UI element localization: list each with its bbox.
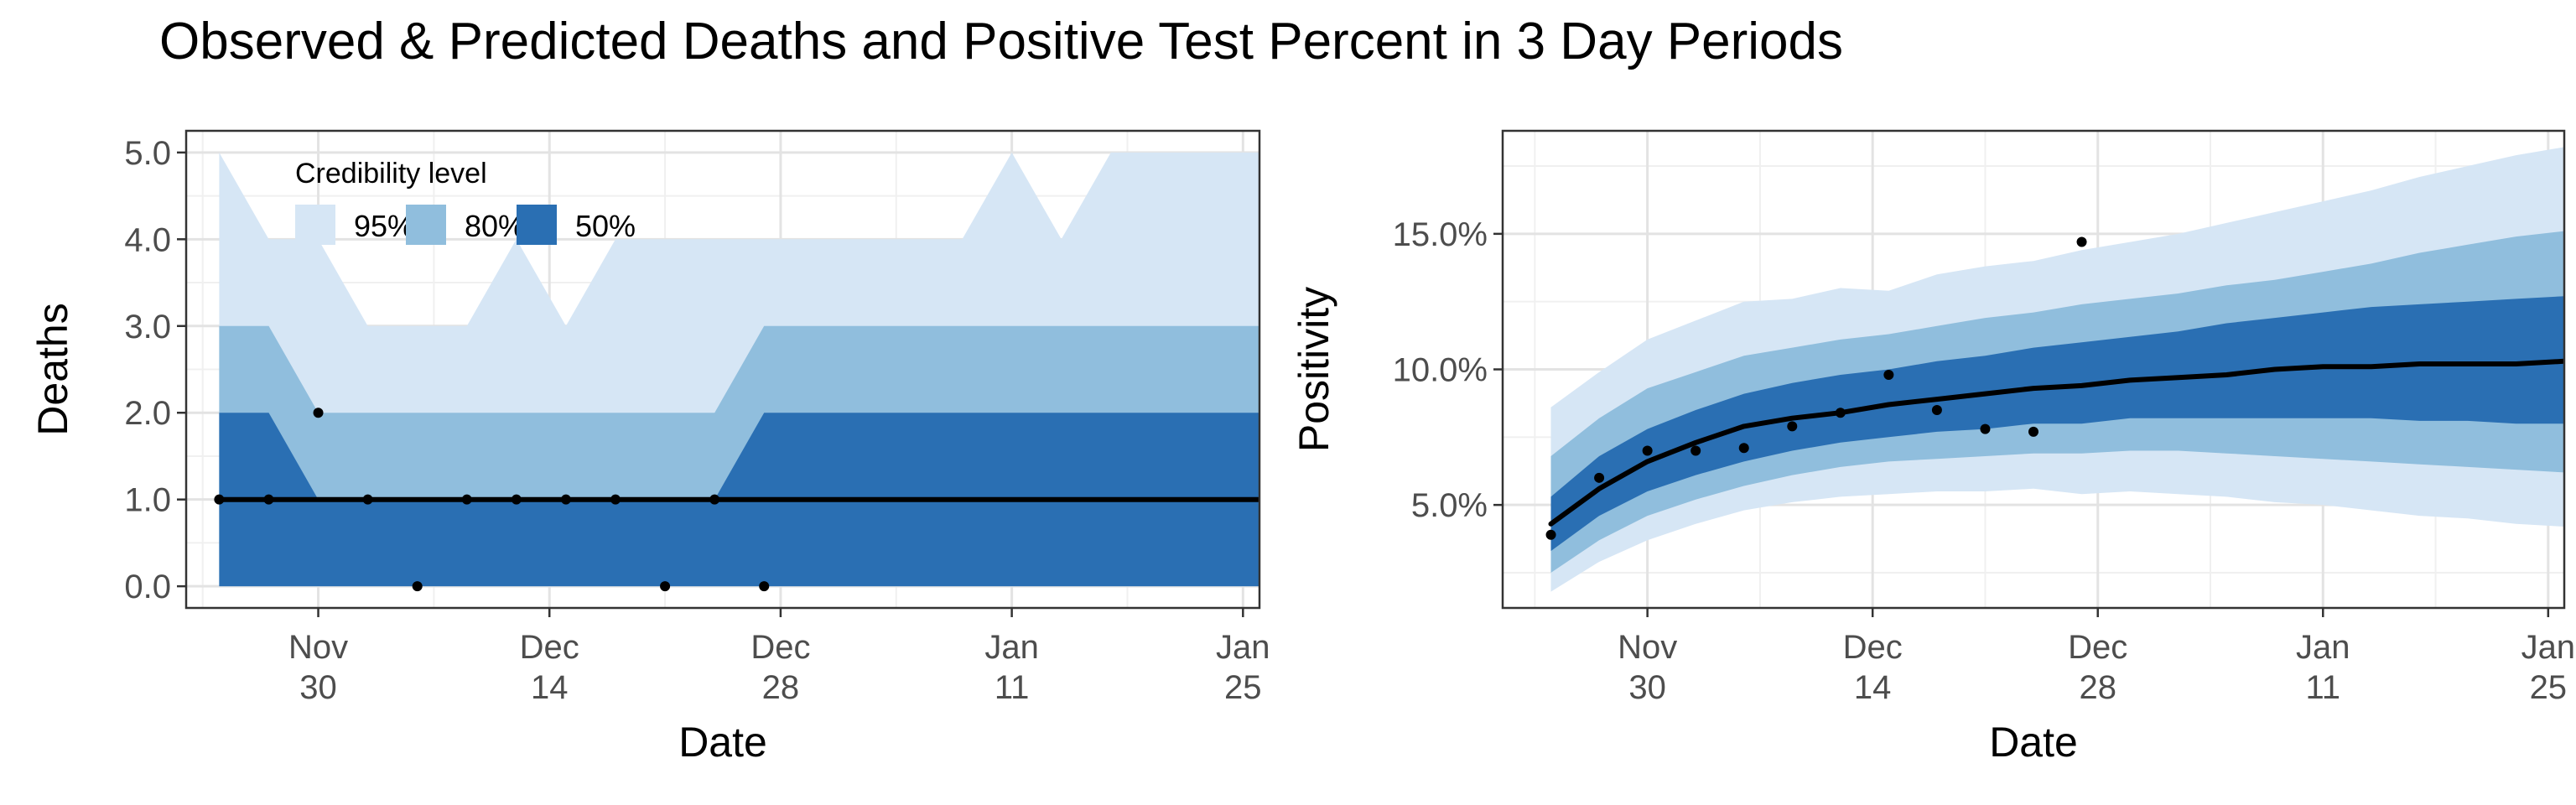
plot-border (184, 129, 1261, 610)
x-tick-label-month: Nov (1618, 629, 1677, 666)
observed-point (214, 494, 225, 505)
y-tick-label: 5.0 (124, 135, 171, 172)
legend-label: 95% (354, 209, 414, 243)
x-tick-label-day: 30 (1628, 669, 1666, 706)
observed-point (660, 581, 671, 592)
observed-point (1690, 445, 1701, 456)
y-tick-label: 15.0% (1393, 216, 1488, 253)
observed-point (263, 494, 274, 505)
legend-key-band50 (517, 205, 557, 245)
deaths-panel: 0.01.02.03.04.05.0Nov30Dec14Dec28Jan11Ja… (29, 129, 1270, 766)
legend-label: 50% (575, 209, 636, 243)
observed-point (1835, 408, 1846, 418)
observed-point (412, 581, 423, 592)
observed-point (362, 494, 373, 505)
observed-point (560, 494, 571, 505)
legend-label: 80% (465, 209, 525, 243)
y-tick-label: 5.0% (1411, 487, 1488, 524)
y-tick-label: 3.0 (124, 309, 171, 345)
x-tick-label-month: Jan (984, 629, 1039, 666)
x-tick-label-day: 28 (2079, 669, 2116, 706)
observed-point (2076, 236, 2087, 247)
chart-title: Observed & Predicted Deaths and Positive… (159, 13, 1844, 70)
x-tick-label-day: 25 (2530, 669, 2568, 706)
observed-point (1980, 423, 1991, 434)
legend-title: Credibility level (295, 158, 487, 190)
y-tick-label: 10.0% (1393, 352, 1488, 389)
x-tick-label-month: Dec (2068, 629, 2127, 666)
legend: Credibility level 95% 80% 50% (295, 158, 636, 245)
x-tick-label-month: Jan (2521, 629, 2576, 666)
x-tick-label-day: 28 (762, 669, 800, 706)
x-tick-label-month: Nov (288, 629, 348, 666)
x-tick-label-day: 14 (1854, 669, 1892, 706)
observed-point (2028, 426, 2038, 437)
y-tick-label: 1.0 (124, 482, 171, 519)
x-tick-label-month: Jan (2296, 629, 2350, 666)
x-tick-label-month: Dec (1843, 629, 1903, 666)
observed-point (1931, 404, 1942, 415)
legend-key-band80 (406, 205, 446, 245)
median-line (1548, 358, 2564, 527)
observed-point (759, 581, 770, 592)
observed-point (313, 408, 324, 418)
x-tick-label-month: Jan (1216, 629, 1270, 666)
observed-point (709, 494, 720, 505)
legend-key-band95 (295, 205, 335, 245)
observed-point (610, 494, 621, 505)
observed-point (511, 494, 522, 505)
y-axis-title: Deaths (29, 303, 76, 435)
x-tick-label-day: 11 (2306, 669, 2341, 706)
observed-point (1738, 443, 1749, 454)
positivity-panel: 5.0%10.0%15.0%Nov30Dec14Dec28Jan11Jan25D… (1291, 129, 2576, 766)
x-axis-title: Date (1989, 719, 2078, 766)
x-tick-label-day: 25 (1224, 669, 1262, 706)
x-tick-label-day: 30 (299, 669, 337, 706)
y-tick-label: 2.0 (124, 395, 171, 432)
observed-point (1545, 529, 1556, 540)
y-tick-label: 4.0 (124, 221, 171, 258)
observed-point (461, 494, 472, 505)
y-tick-label: 0.0 (124, 569, 171, 605)
x-tick-label-month: Dec (750, 629, 810, 666)
observed-point (1883, 369, 1894, 380)
observed-point (1787, 421, 1798, 432)
x-axis-title: Date (678, 719, 767, 766)
x-tick-label-month: Dec (520, 629, 579, 666)
x-tick-label-day: 11 (995, 669, 1030, 706)
ribbon-50 (1550, 296, 2564, 552)
y-axis-title: Positivity (1291, 287, 1337, 452)
x-tick-label-day: 14 (531, 669, 569, 706)
observed-point (1642, 445, 1653, 456)
observed-point (1594, 472, 1605, 483)
